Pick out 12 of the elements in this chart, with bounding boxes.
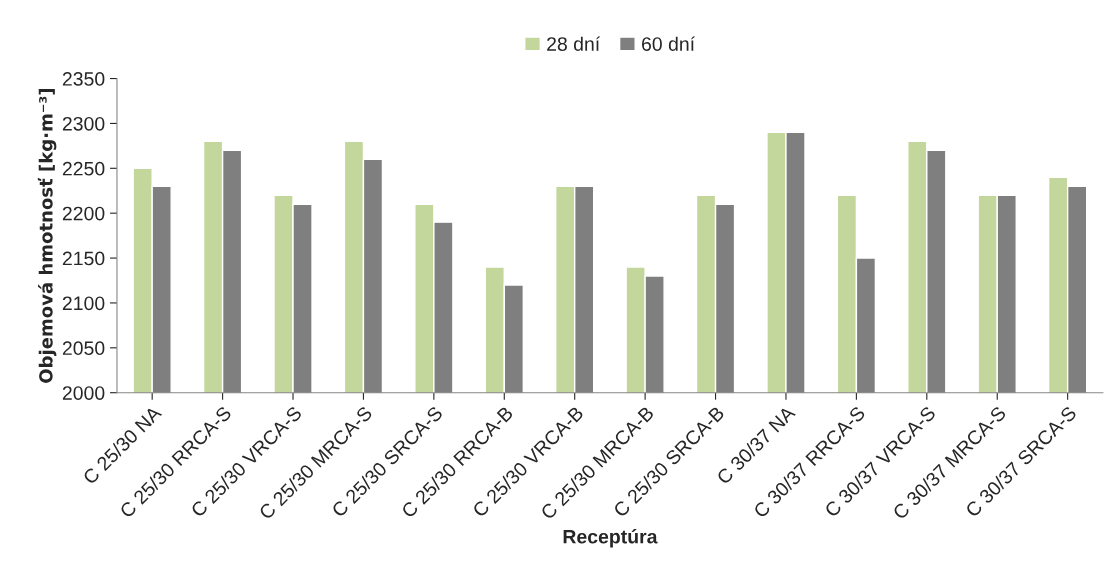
y-tick-label: 2350 bbox=[62, 72, 105, 86]
y-tick-label: 2250 bbox=[62, 161, 105, 176]
y-tick-label: 2300 bbox=[62, 116, 105, 131]
legend-label: 60 dní bbox=[642, 36, 695, 51]
y-tick-label: 2150 bbox=[62, 251, 105, 266]
x-axis-title: Receptúra bbox=[563, 529, 658, 548]
y-tick-label: 2200 bbox=[62, 206, 105, 221]
y-axis-title: Objemová hmotnosť [kg·m⁻³] bbox=[37, 89, 57, 383]
y-tick-label: 2000 bbox=[62, 386, 105, 400]
y-tick-label: 2050 bbox=[62, 341, 105, 356]
y-tick-label: 2100 bbox=[62, 296, 105, 311]
legend-label: 28 dní bbox=[547, 36, 601, 51]
